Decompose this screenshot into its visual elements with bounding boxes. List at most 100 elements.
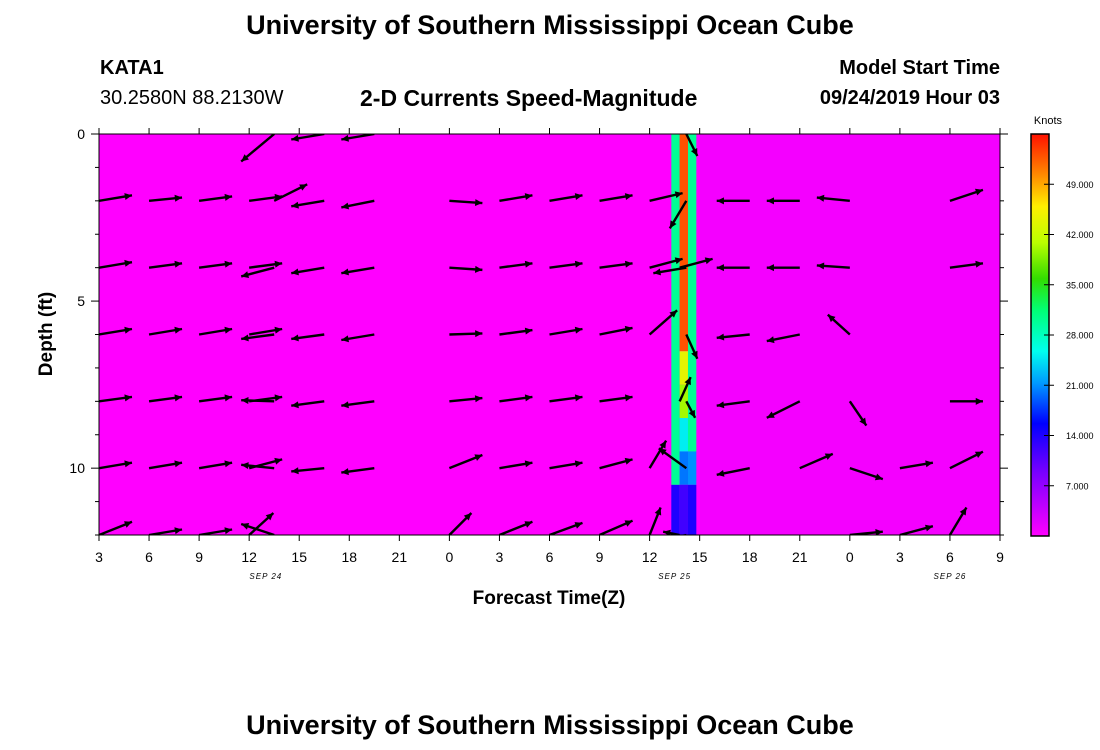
speed-cell (687, 451, 697, 485)
vector-head (875, 528, 883, 535)
vector-head (624, 457, 633, 465)
current-vector (341, 134, 375, 142)
vector-head (975, 188, 983, 196)
x-tick-label: 12 (241, 549, 257, 565)
vector-head (624, 260, 633, 268)
current-vector (649, 257, 683, 269)
vector-head (653, 268, 661, 276)
vector-head (174, 260, 183, 268)
vector-head (174, 394, 183, 402)
vector-head (274, 394, 283, 402)
vector-head (816, 194, 825, 202)
vector-head (174, 527, 183, 535)
current-vector (499, 460, 533, 470)
vector-head (291, 467, 299, 475)
x-tick-label: 3 (896, 549, 904, 565)
vector-head (224, 193, 233, 201)
vector-head (241, 462, 249, 470)
x-tick-label: 9 (596, 549, 604, 565)
x-tick-label: 9 (996, 549, 1004, 565)
current-vector (849, 528, 883, 535)
current-vector (816, 262, 850, 270)
current-vector (599, 260, 633, 269)
vector-head (174, 194, 183, 202)
vector-head (663, 529, 671, 535)
speed-cell (679, 134, 688, 352)
current-vector (241, 333, 275, 342)
colorbar-tick-label: 14.000 (1066, 431, 1094, 441)
vector-head (824, 453, 833, 460)
vector-head (524, 260, 533, 268)
current-vector (499, 327, 533, 336)
current-vector (148, 394, 183, 403)
x-tick-label: 18 (742, 549, 758, 565)
x-tick-label: 21 (792, 549, 808, 565)
colorbar-tick-label: 49.000 (1066, 180, 1094, 190)
x-tick-label: 21 (392, 549, 408, 565)
vector-shaft (999, 200, 1000, 203)
vector-head (574, 394, 583, 402)
x-tick-label: 15 (291, 549, 307, 565)
current-vector (662, 529, 680, 535)
current-vector (653, 266, 687, 276)
current-vector (198, 527, 233, 535)
current-vector (448, 453, 483, 470)
vector-head (574, 326, 583, 334)
vector-head (124, 521, 132, 528)
vector-head (574, 522, 583, 529)
colorbar-title: Knots (1034, 115, 1063, 127)
current-vector (549, 193, 583, 203)
speed-cell (679, 384, 688, 419)
current-vector (198, 326, 233, 336)
vector-head (341, 202, 350, 210)
x-tick-label: 0 (445, 549, 453, 565)
x-date-label: SEP 24 (249, 572, 282, 581)
current-vector (248, 512, 275, 535)
vector-head (341, 268, 349, 276)
colorbar-tick-label: 28.000 (1066, 331, 1094, 341)
vector-head (716, 401, 725, 409)
current-vector (99, 460, 133, 470)
x-tick-label: 6 (946, 549, 954, 565)
current-vector (1000, 264, 1033, 271)
vector-field (99, 134, 1033, 535)
vector-head (174, 460, 183, 468)
current-vector (241, 462, 275, 470)
current-vector (949, 450, 984, 470)
vector-head (624, 325, 633, 333)
current-vector (678, 376, 692, 402)
vector-head (265, 513, 274, 521)
current-vector (291, 466, 325, 475)
speed-cell (687, 484, 697, 535)
current-vector (499, 394, 533, 403)
vector-head (241, 334, 249, 342)
vector-head (669, 310, 678, 318)
current-vector (148, 194, 183, 203)
current-vector (716, 264, 750, 272)
vector-head (341, 468, 349, 476)
x-date-label: SEP 25 (658, 572, 691, 581)
current-vector (148, 460, 183, 470)
x-tick-label: 3 (95, 549, 103, 565)
vector-head (688, 409, 696, 418)
vector-head (827, 314, 836, 323)
current-vector (198, 460, 233, 470)
current-vector (685, 134, 699, 157)
current-vector (99, 259, 133, 269)
current-vector (148, 260, 183, 269)
current-vector (240, 266, 275, 278)
speed-cells (671, 134, 697, 535)
x-tick-label: 9 (195, 549, 203, 565)
vector-shaft (999, 333, 1000, 335)
speed-cell (679, 351, 688, 385)
current-vector (649, 191, 683, 203)
vector-head (291, 334, 299, 342)
x-tick-label: 12 (642, 549, 658, 565)
vector-head (816, 262, 825, 270)
vector-head (684, 377, 691, 386)
current-vector (716, 466, 750, 477)
current-vector (448, 512, 473, 535)
vector-head (974, 451, 983, 459)
speed-cell (679, 451, 688, 485)
vector-head (654, 507, 662, 516)
